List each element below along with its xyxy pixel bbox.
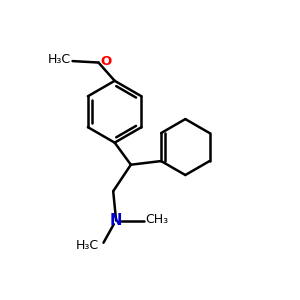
- Text: N: N: [110, 213, 122, 228]
- Text: H₃C: H₃C: [47, 53, 70, 66]
- Text: O: O: [100, 55, 111, 68]
- Text: CH₃: CH₃: [146, 213, 169, 226]
- Text: H₃C: H₃C: [75, 239, 98, 252]
